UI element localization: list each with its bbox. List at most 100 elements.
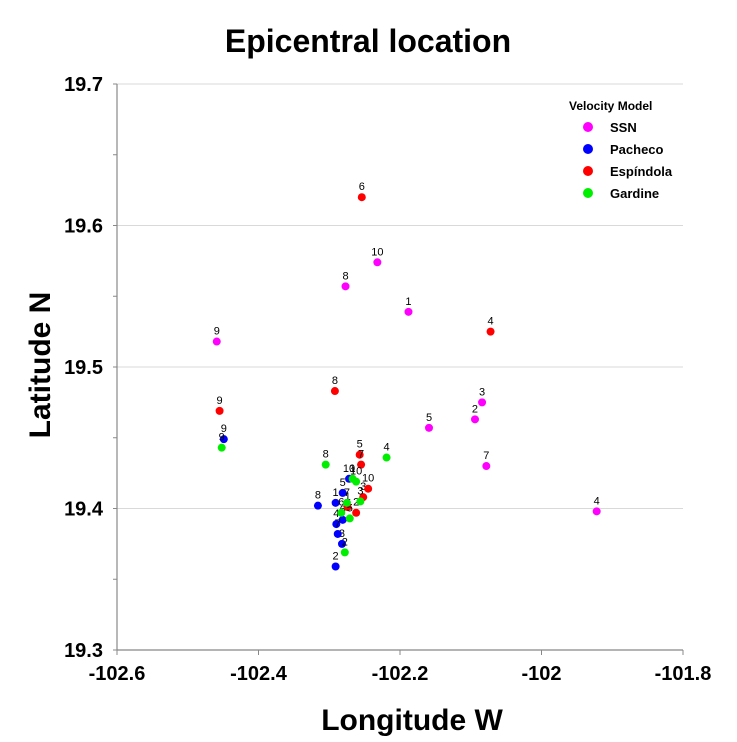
legend-title: Velocity Model (569, 99, 652, 113)
y-tick-label: 19.7 (64, 74, 103, 96)
data-point (330, 387, 339, 396)
data-point (345, 514, 354, 523)
data-point (217, 443, 226, 452)
data-point (212, 337, 221, 346)
y-tick-label: 19.6 (64, 216, 103, 238)
data-point (342, 498, 351, 507)
data-point (486, 327, 495, 336)
x-tick-label: -102.2 (372, 663, 429, 685)
data-point (404, 307, 413, 316)
data-point-label: 5 (426, 412, 432, 424)
x-tick-label: -101.8 (655, 663, 712, 685)
data-point (337, 539, 346, 548)
data-point (219, 435, 228, 444)
data-point (592, 507, 601, 516)
data-point (482, 462, 491, 471)
data-point-label: 5 (340, 477, 346, 489)
data-points: 1234578910123456789101234567891012345678… (212, 181, 601, 571)
data-point (331, 562, 340, 571)
data-point (352, 477, 361, 486)
data-point-label: 5 (347, 502, 353, 514)
data-point-label: 3 (339, 528, 345, 540)
data-point-label: 9 (214, 326, 220, 338)
y-tick-label: 19.5 (64, 357, 103, 379)
y-tick-label: 19.3 (64, 640, 103, 662)
legend-marker (583, 144, 593, 154)
legend: Velocity Model SSN Pacheco Espíndola Gardin… (569, 99, 673, 201)
data-point-label: 6 (338, 497, 344, 509)
data-point (333, 529, 342, 538)
y-axis-title: Latitude N (24, 292, 57, 439)
data-point (331, 498, 340, 507)
data-point-label: 3 (360, 481, 366, 493)
legend-marker (583, 166, 593, 176)
data-point-label: 4 (333, 508, 339, 520)
x-axis-title: Longitude W (321, 704, 503, 737)
x-tick-label: -102.6 (89, 663, 146, 685)
data-point (478, 398, 487, 407)
data-point (313, 501, 322, 510)
data-point-label: 7 (344, 487, 350, 499)
data-point-label: 3 (357, 485, 363, 497)
data-point (364, 484, 373, 493)
data-point-label: 1 (350, 463, 356, 475)
data-point (338, 488, 347, 497)
data-point-label: 7 (483, 450, 489, 462)
data-point-label: 10 (362, 473, 374, 485)
data-point (373, 258, 382, 267)
data-point-label: 8 (342, 270, 348, 282)
data-point-label: 8 (315, 490, 321, 502)
data-point-label: 6 (359, 181, 365, 193)
data-point-label: 10 (371, 246, 383, 258)
data-point (382, 453, 391, 462)
data-point-label: 2 (353, 497, 359, 509)
data-point-label: 9 (217, 395, 223, 407)
data-point (321, 460, 330, 469)
data-point-label: 3 (479, 386, 485, 398)
legend-marker (583, 188, 593, 198)
data-point-label: 10 (350, 466, 362, 478)
data-point-label: 9 (219, 432, 225, 444)
axes (113, 83, 684, 655)
data-point-label: 4 (383, 442, 389, 454)
data-point (215, 406, 224, 415)
legend-label: SSN (610, 120, 637, 135)
gridlines (117, 83, 683, 509)
tick-labels: 19.3 19.4 19.5 19.6 19.7 -102.6 -102.4 -102.2 -1… (64, 74, 711, 685)
data-point-label: 1 (405, 296, 411, 308)
legend-label: Pacheco (610, 142, 664, 157)
data-point (340, 548, 349, 557)
data-point (356, 497, 365, 506)
data-point-label: 9 (221, 423, 227, 435)
data-point-label: 5 (357, 439, 363, 451)
data-point (338, 515, 347, 524)
chart-title: Epicentral location (225, 23, 511, 59)
x-tick-label: -102 (521, 663, 561, 685)
data-point-label: 2 (472, 403, 478, 415)
data-point-label: 1 (333, 487, 339, 499)
data-point-label: 2 (342, 536, 348, 548)
legend-label: Espíndola (610, 164, 673, 179)
data-point (352, 508, 361, 517)
data-point (357, 460, 366, 469)
data-point (357, 193, 366, 202)
data-point (337, 508, 346, 517)
data-point (470, 415, 479, 424)
legend-marker (583, 122, 593, 132)
legend-label: Gardine (610, 186, 659, 201)
data-point-label: 8 (332, 375, 338, 387)
data-point-label: 1 (345, 491, 351, 503)
legend-items: SSN Pacheco Espíndola Gardine (583, 120, 673, 201)
x-tick-label: -102.4 (230, 663, 288, 685)
data-point (425, 423, 434, 432)
data-point-label: 8 (323, 449, 329, 461)
data-point-label: 7 (358, 449, 364, 461)
data-point-label: 7 (335, 518, 341, 530)
data-point (341, 282, 350, 291)
data-point (355, 450, 364, 459)
y-tick-label: 19.4 (64, 499, 104, 521)
